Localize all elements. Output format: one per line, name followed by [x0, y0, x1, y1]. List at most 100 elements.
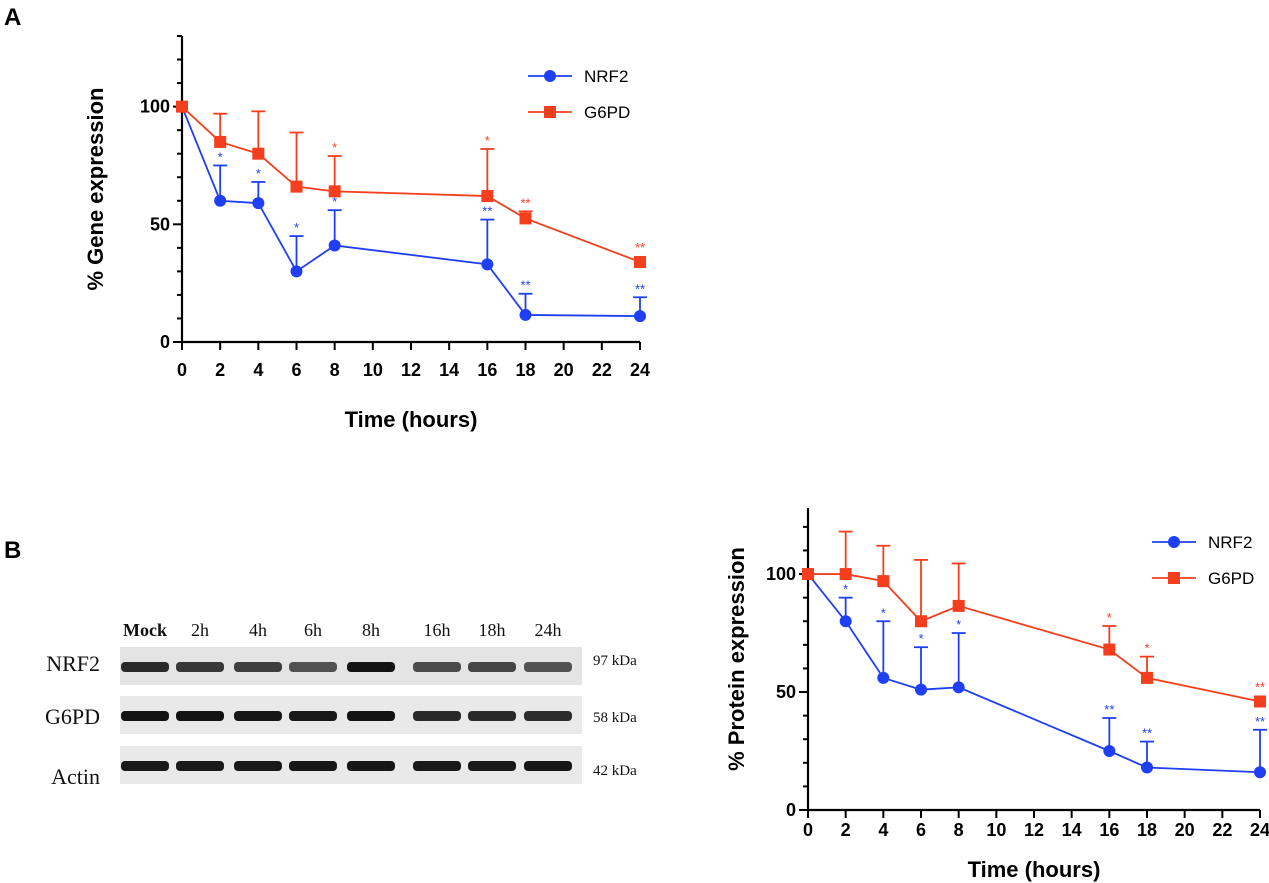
nrf2-point: [252, 197, 265, 210]
nrf2-significance-label: **: [635, 281, 645, 296]
blot-band: [524, 761, 572, 771]
x-tick-label: 20: [1175, 820, 1195, 840]
g6pd-point: [481, 190, 494, 203]
x-tick-label: 24: [630, 360, 650, 380]
nrf2-point: [290, 265, 303, 278]
blot-row-label: G6PD: [45, 704, 100, 729]
nrf2-significance-label: *: [843, 582, 848, 597]
blot-band: [468, 761, 516, 771]
x-tick-label: 14: [439, 360, 459, 380]
x-tick-label: 16: [1099, 820, 1119, 840]
nrf2-significance-label: *: [881, 605, 886, 620]
nrf2-point: [634, 310, 646, 323]
x-tick-label: 16: [477, 360, 497, 380]
x-tick-label: 4: [878, 820, 888, 840]
x-tick-label: 8: [954, 820, 964, 840]
blot-band: [289, 761, 337, 771]
blot-band: [524, 711, 572, 721]
y-tick-label: 100: [766, 564, 796, 584]
blot-band: [413, 761, 461, 771]
g6pd-significance-label: *: [332, 140, 337, 155]
lane-label: 2h: [191, 620, 209, 640]
nrf2-legend-marker: [544, 70, 556, 82]
lane-label: 8h: [362, 620, 380, 640]
x-tick-label: 6: [291, 360, 301, 380]
g6pd-significance-label: *: [1107, 610, 1112, 625]
lane-label: 6h: [304, 620, 322, 640]
nrf2-significance-label: **: [520, 278, 530, 293]
x-tick-label: 12: [401, 360, 421, 380]
y-tick-label: 0: [786, 800, 796, 820]
blot-band: [121, 711, 169, 721]
x-tick-label: 0: [177, 360, 187, 380]
g6pd-significance-label: **: [520, 195, 530, 210]
blot-band: [234, 711, 282, 721]
g6pd-point: [328, 185, 341, 198]
g6pd-point: [877, 575, 890, 588]
g6pd-point: [915, 615, 927, 628]
g6pd-point: [290, 180, 303, 193]
x-tick-label: 12: [1024, 820, 1044, 840]
nrf2-significance-label: *: [294, 220, 299, 235]
blot-kda-label: 58 kDa: [593, 710, 637, 726]
nrf2-point: [1254, 766, 1266, 779]
g6pd-point: [1254, 695, 1266, 708]
y-axis-title: % Protein expression: [724, 547, 749, 771]
nrf2-point: [1103, 745, 1116, 758]
blot-kda-label: 42 kDa: [593, 763, 637, 779]
lane-label: 16h: [424, 620, 451, 640]
x-axis-title: Time (hours): [968, 857, 1101, 882]
blot-band: [347, 761, 395, 771]
nrf2-significance-label: **: [1255, 714, 1265, 729]
g6pd-point: [214, 135, 227, 148]
x-tick-label: 10: [363, 360, 383, 380]
g6pd-series-line: [808, 573, 1261, 703]
x-tick-label: 14: [1062, 820, 1082, 840]
blot-band: [468, 711, 516, 721]
g6pd-point: [952, 599, 965, 612]
lane-label: Mock: [123, 620, 167, 640]
x-tick-label: 18: [1137, 820, 1157, 840]
x-tick-label: 18: [515, 360, 535, 380]
nrf2-significance-label: *: [918, 631, 923, 646]
g6pd-point: [634, 255, 646, 268]
g6pd-point: [252, 147, 265, 160]
x-tick-label: 6: [916, 820, 926, 840]
g6pd-legend-marker: [544, 106, 556, 118]
nrf2-significance-label: **: [1104, 702, 1114, 717]
blot-band: [289, 711, 337, 721]
lane-label: 18h: [479, 620, 506, 640]
blot-row-label: NRF2: [46, 651, 100, 676]
y-tick-label: 50: [150, 214, 170, 234]
g6pd-legend-label: G6PD: [1208, 569, 1254, 588]
nrf2-legend-marker: [1168, 536, 1180, 548]
g6pd-significance-label: **: [635, 240, 645, 255]
blot-band: [176, 711, 224, 721]
g6pd-point: [1141, 671, 1153, 684]
y-tick-label: 100: [140, 97, 170, 117]
x-tick-label: 10: [986, 820, 1006, 840]
nrf2-point: [481, 258, 494, 271]
panel-label-a: A: [4, 4, 22, 31]
nrf2-point: [328, 239, 341, 252]
nrf2-legend-label: NRF2: [1208, 533, 1252, 552]
y-axis-title: % Gene expression: [83, 88, 108, 291]
g6pd-series-line: [181, 105, 641, 263]
x-axis-title: Time (hours): [345, 407, 478, 432]
lane-label: 4h: [249, 620, 267, 640]
nrf2-point: [839, 615, 852, 628]
nrf2-significance-label: *: [218, 149, 223, 164]
lane-label: 24h: [535, 620, 562, 640]
nrf2-series-line: [807, 573, 1261, 774]
g6pd-legend-label: G6PD: [584, 103, 630, 122]
blot-band: [347, 711, 395, 721]
nrf2-series-line: [181, 106, 641, 318]
x-tick-label: 2: [841, 820, 851, 840]
blot-band: [121, 761, 169, 771]
nrf2-significance-label: **: [482, 204, 492, 219]
g6pd-point: [519, 212, 532, 225]
g6pd-significance-label: *: [485, 133, 490, 148]
blot-band: [176, 761, 224, 771]
